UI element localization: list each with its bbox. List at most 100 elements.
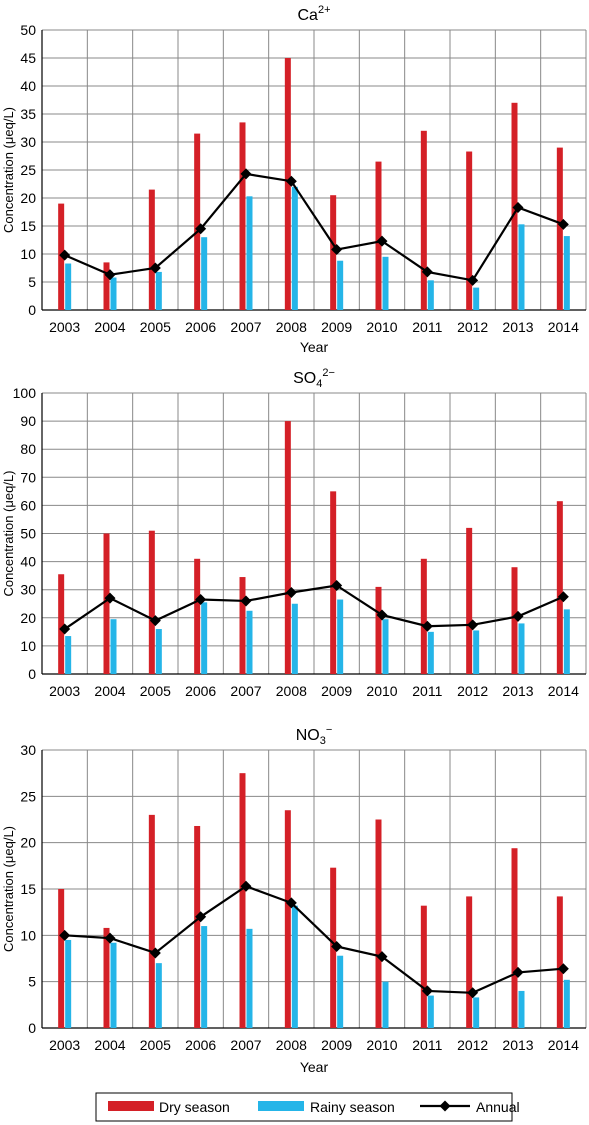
annual-point <box>557 963 569 975</box>
legend-swatch-annual-marker <box>439 1100 451 1112</box>
x-tick-label: 2014 <box>548 319 579 335</box>
bar-dry-season <box>466 151 473 310</box>
annual-point <box>285 587 297 599</box>
annual-point <box>59 249 71 261</box>
x-tick-label: 2007 <box>230 1037 261 1053</box>
annual-point <box>467 274 479 286</box>
bar-dry-season <box>148 189 155 310</box>
y-tick-label: 30 <box>20 742 36 758</box>
y-tick-label: 45 <box>20 50 36 66</box>
annual-point <box>467 987 479 999</box>
y-tick-label: 50 <box>20 22 36 38</box>
annual-point <box>149 947 161 959</box>
x-tick-label: 2009 <box>321 1037 352 1053</box>
y-tick-label: 0 <box>28 302 36 318</box>
x-axis-label: Year <box>300 1059 329 1075</box>
x-tick-label: 2011 <box>412 319 442 335</box>
chart-title: Ca2+ <box>298 4 331 24</box>
annual-point <box>421 266 433 278</box>
y-tick-label: 60 <box>20 497 36 513</box>
bar-dry-season <box>556 896 563 1028</box>
y-tick-label: 30 <box>20 582 36 598</box>
legend: Dry season Rainy season Annual <box>95 1092 520 1122</box>
x-tick-label: 2010 <box>366 1037 397 1053</box>
bar-rainy-season <box>427 280 434 310</box>
chart-title: NO3− <box>296 724 333 747</box>
bar-rainy-season <box>110 619 117 674</box>
y-tick-label: 10 <box>20 927 36 943</box>
bar-dry-season <box>239 577 246 674</box>
bar-dry-season <box>420 905 427 1028</box>
bar-rainy-season <box>201 602 208 674</box>
y-axis-label: Concentration (μeq/L) <box>1 470 16 596</box>
x-tick-label: 2004 <box>94 683 125 699</box>
y-tick-label: 40 <box>20 78 36 94</box>
x-axis-label: Year <box>300 339 329 355</box>
bar-rainy-season <box>382 981 389 1028</box>
bar-dry-season <box>148 530 155 674</box>
bar-rainy-season <box>427 631 434 674</box>
bar-rainy-season <box>201 237 208 310</box>
annual-line <box>64 884 564 994</box>
annual-point <box>376 235 388 247</box>
bar-rainy-season <box>291 186 298 310</box>
bar-dry-season <box>556 147 563 310</box>
x-tick-label: 2007 <box>230 319 261 335</box>
y-tick-label: 20 <box>20 610 36 626</box>
y-tick-label: 0 <box>28 666 36 682</box>
annual-point <box>557 218 569 230</box>
y-tick-label: 5 <box>28 274 36 290</box>
bar-rainy-season <box>155 271 162 310</box>
y-tick-label: 15 <box>20 881 36 897</box>
x-tick-label: 2008 <box>276 683 307 699</box>
y-tick-label: 10 <box>20 638 36 654</box>
chart-panel-2: 0 10 20 30 40 50 60 70 80 90 100 2003 2004 2005 2006 20… <box>1 367 587 699</box>
x-tick-label: 2003 <box>49 319 80 335</box>
bar-rainy-season <box>337 955 344 1028</box>
bar-dry-season <box>284 810 291 1028</box>
x-tick-label: 2008 <box>276 319 307 335</box>
bar-rainy-season <box>473 997 480 1028</box>
x-tick-label: 2009 <box>321 319 352 335</box>
bar-rainy-season <box>65 263 72 310</box>
bar-rainy-season <box>518 990 525 1028</box>
annual-point <box>104 932 116 944</box>
y-tick-label: 20 <box>20 835 36 851</box>
bar-dry-season <box>511 567 518 674</box>
annual-point <box>240 168 252 180</box>
bar-rainy-season <box>110 277 117 310</box>
bar-dry-season <box>148 814 155 1028</box>
y-tick-label: 50 <box>20 526 36 542</box>
bar-rainy-season <box>246 196 253 310</box>
bar-rainy-season <box>563 236 570 310</box>
x-tick-label: 2006 <box>185 319 216 335</box>
bar-dry-season <box>194 825 201 1028</box>
annual-point <box>195 911 207 923</box>
bar-rainy-season <box>65 636 72 674</box>
bar-rainy-season <box>473 287 480 310</box>
bar-dry-season <box>239 773 246 1028</box>
bar-dry-season <box>330 195 337 310</box>
annual-point <box>195 594 207 606</box>
bar-rainy-season <box>473 630 480 674</box>
legend-label-rainy-season: Rainy season <box>310 1099 395 1115</box>
bar-dry-season <box>375 586 382 674</box>
bar-rainy-season <box>563 609 570 674</box>
x-tick-label: 2013 <box>502 319 533 335</box>
x-tick-label: 2006 <box>185 1037 216 1053</box>
x-tick-label: 2003 <box>49 683 80 699</box>
y-tick-label: 25 <box>20 162 36 178</box>
x-tick-label: 2005 <box>140 1037 171 1053</box>
bar-rainy-season <box>65 939 72 1028</box>
y-tick-label: 70 <box>20 469 36 485</box>
bar-dry-season <box>194 558 201 674</box>
y-tick-label: 100 <box>13 385 37 401</box>
bar-rainy-season <box>246 610 253 674</box>
y-axis-label: Concentration (μeq/L) <box>1 826 16 952</box>
x-tick-label: 2005 <box>140 683 171 699</box>
bar-rainy-season <box>518 623 525 674</box>
x-tick-label: 2005 <box>140 319 171 335</box>
x-tick-label: 2010 <box>366 319 397 335</box>
x-tick-label: 2009 <box>321 683 352 699</box>
